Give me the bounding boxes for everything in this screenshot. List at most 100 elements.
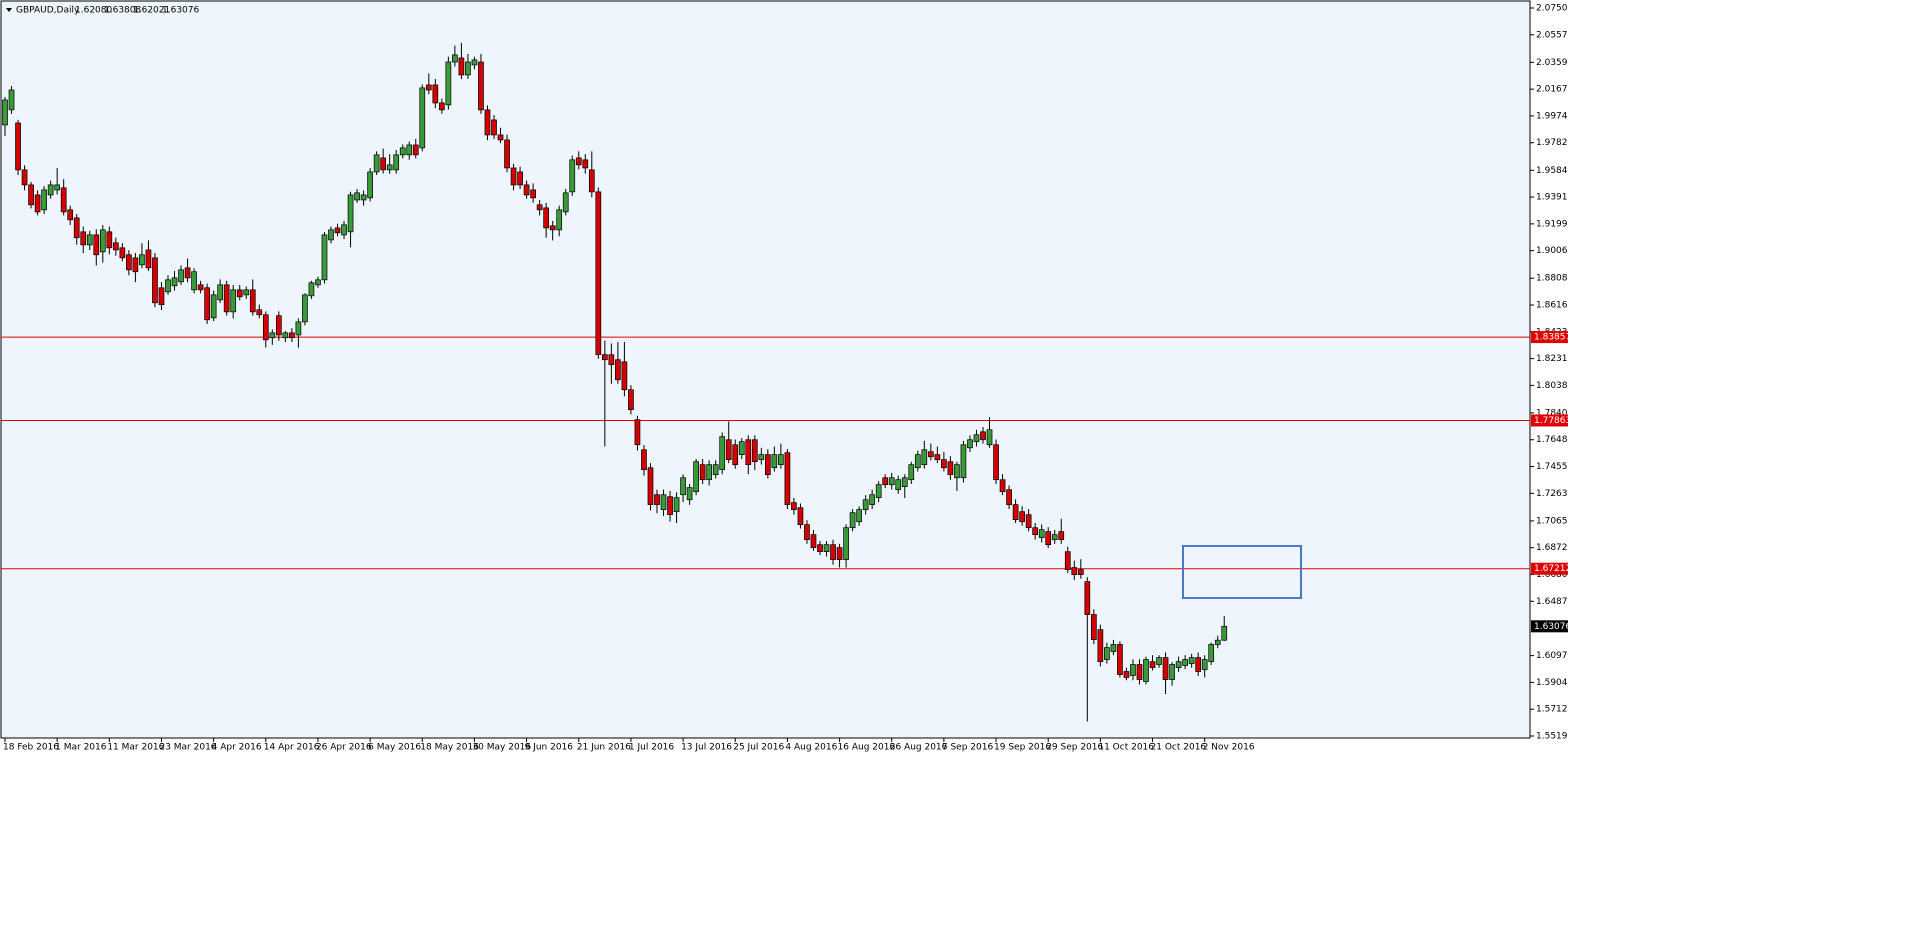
bear-candle-body xyxy=(132,257,139,273)
bear-candle-body xyxy=(575,157,582,166)
bear-candle-body xyxy=(204,287,210,321)
bull-candle-body xyxy=(178,269,184,283)
bull-candle-body xyxy=(386,164,393,171)
bull-candle-body xyxy=(1051,534,1058,541)
bull-candle-body xyxy=(1188,657,1195,664)
bull-candle-body xyxy=(8,89,15,111)
bear-candle-body xyxy=(504,139,510,169)
y-tick-label: 1.74555 xyxy=(1536,462,1568,472)
x-tick-label: 9 Jun 2016 xyxy=(525,743,574,753)
bull-candle-body xyxy=(856,509,862,523)
bull-candle-body xyxy=(908,464,915,481)
bull-candle-body xyxy=(191,271,197,291)
bull-candle-body xyxy=(321,234,328,281)
bull-candle-body xyxy=(569,159,576,193)
bear-candle-body xyxy=(497,134,504,141)
y-tick-label: 1.90065 xyxy=(1536,246,1568,256)
bull-candle-body xyxy=(895,479,902,491)
bull-candle-body xyxy=(967,439,973,449)
bear-candle-body xyxy=(236,289,243,298)
bear-candle-body xyxy=(275,315,282,336)
x-tick-label: 2 Nov 2016 xyxy=(1203,743,1255,753)
bear-candle-body xyxy=(1097,629,1104,662)
level-price-tag xyxy=(1531,414,1568,427)
bear-candle-body xyxy=(1136,664,1143,680)
x-tick-label: 7 Sep 2016 xyxy=(942,743,994,753)
bull-candle-body xyxy=(1214,639,1221,645)
bull-candle-body xyxy=(673,497,680,513)
bear-candle-body xyxy=(412,144,419,156)
bear-candle-body xyxy=(1084,581,1091,615)
bear-candle-body xyxy=(628,389,634,411)
bull-candle-body xyxy=(738,441,745,455)
bull-candle-body xyxy=(771,454,778,469)
bear-candle-body xyxy=(1077,569,1084,575)
chart: GBPAUD,Daily 1.62080 1.63808 1.62021 1.6… xyxy=(0,0,1568,753)
bull-candle-body xyxy=(823,544,830,553)
bear-candle-body xyxy=(1117,644,1123,675)
current-price-tag xyxy=(1531,620,1568,633)
bull-candle-body xyxy=(99,229,106,253)
bear-candle-body xyxy=(634,419,641,446)
bull-candle-body xyxy=(973,434,980,443)
header-arrow xyxy=(6,8,12,12)
bear-candle-body xyxy=(947,461,954,476)
y-tick-label: 1.97820 xyxy=(1536,138,1568,148)
x-tick-label: 1 Jul 2016 xyxy=(629,743,674,753)
bull-candle-body xyxy=(367,171,373,199)
x-tick-label: 14 Apr 2016 xyxy=(264,743,320,753)
bear-candle-body xyxy=(34,194,41,213)
bear-candle-body xyxy=(725,439,732,461)
bear-candle-body xyxy=(458,57,465,76)
drawn-rectangle[interactable] xyxy=(1182,545,1302,599)
bull-candle-body xyxy=(54,184,61,191)
bull-candle-body xyxy=(921,449,928,466)
bear-candle-body xyxy=(1019,511,1025,523)
bull-candle-body xyxy=(86,234,93,246)
plot-area xyxy=(0,0,1531,739)
bull-candle-body xyxy=(465,61,471,76)
y-tick-label: 1.80385 xyxy=(1536,381,1568,391)
bull-candle-body xyxy=(901,477,908,488)
bull-candle-body xyxy=(954,464,960,479)
bear-candle-body xyxy=(73,217,80,239)
bull-candle-body xyxy=(712,464,719,476)
bull-candle-body xyxy=(1182,659,1188,666)
bull-candle-body xyxy=(354,192,360,201)
bear-candle-body xyxy=(934,454,941,461)
header-close: 1.63076 xyxy=(162,6,199,16)
bull-candle-body xyxy=(243,289,250,296)
x-tick-label: 21 Jun 2016 xyxy=(577,743,631,753)
bear-candle-body xyxy=(21,169,28,186)
bear-candle-body xyxy=(478,61,484,111)
bull-candle-body xyxy=(210,294,217,319)
bear-candle-body xyxy=(641,449,647,471)
bear-candle-body xyxy=(184,267,191,279)
bear-candle-body xyxy=(60,187,67,213)
bear-candle-body xyxy=(1025,514,1032,529)
bear-candle-body xyxy=(836,547,843,560)
bear-candle-body xyxy=(654,494,660,505)
bull-candle-body xyxy=(986,429,993,446)
bull-candle-body xyxy=(778,454,784,466)
bull-candle-body xyxy=(843,527,849,560)
bear-candle-body xyxy=(817,544,823,553)
x-tick-label: 1 Mar 2016 xyxy=(55,743,107,753)
bear-candle-body xyxy=(334,227,341,234)
bear-candle-body xyxy=(536,204,543,211)
bear-candle-body xyxy=(484,109,491,136)
y-tick-label: 1.68725 xyxy=(1536,543,1568,553)
y-tick-label: 2.01670 xyxy=(1536,85,1568,95)
bull-candle-body xyxy=(1104,647,1110,660)
bear-candle-body xyxy=(667,496,673,515)
x-tick-label: 25 Jul 2016 xyxy=(733,743,784,753)
y-tick-label: 1.76480 xyxy=(1536,435,1568,445)
bull-candle-body xyxy=(41,189,47,211)
bear-candle-body xyxy=(380,157,387,171)
y-tick-label: 1.55195 xyxy=(1536,732,1568,742)
level-price-tag xyxy=(1531,331,1568,344)
bull-candle-body xyxy=(719,436,726,471)
bull-candle-body xyxy=(869,494,876,505)
bear-candle-body xyxy=(797,507,804,525)
y-tick-label: 1.66800 xyxy=(1536,570,1568,580)
